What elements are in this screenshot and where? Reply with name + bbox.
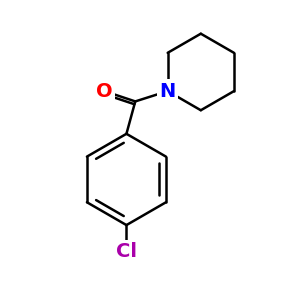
Text: O: O — [96, 82, 113, 100]
Text: Cl: Cl — [116, 242, 137, 261]
Text: N: N — [160, 82, 176, 100]
